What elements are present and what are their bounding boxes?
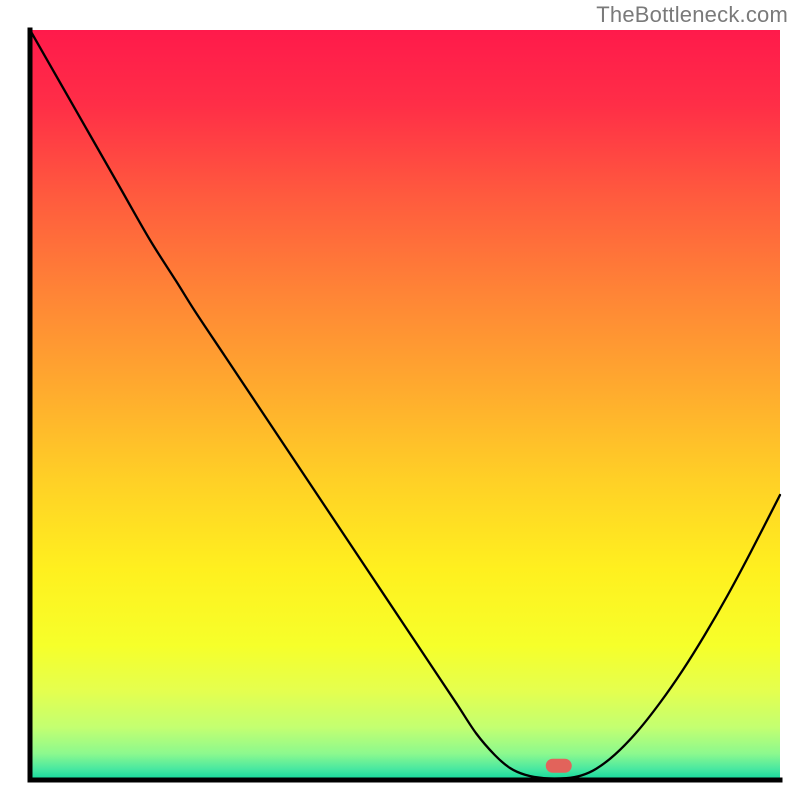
watermark-text: TheBottleneck.com bbox=[596, 2, 788, 28]
chart-container: TheBottleneck.com bbox=[0, 0, 800, 800]
bottleneck-curve-chart bbox=[0, 0, 800, 800]
optimal-point-marker bbox=[546, 759, 572, 773]
chart-background bbox=[30, 30, 780, 780]
